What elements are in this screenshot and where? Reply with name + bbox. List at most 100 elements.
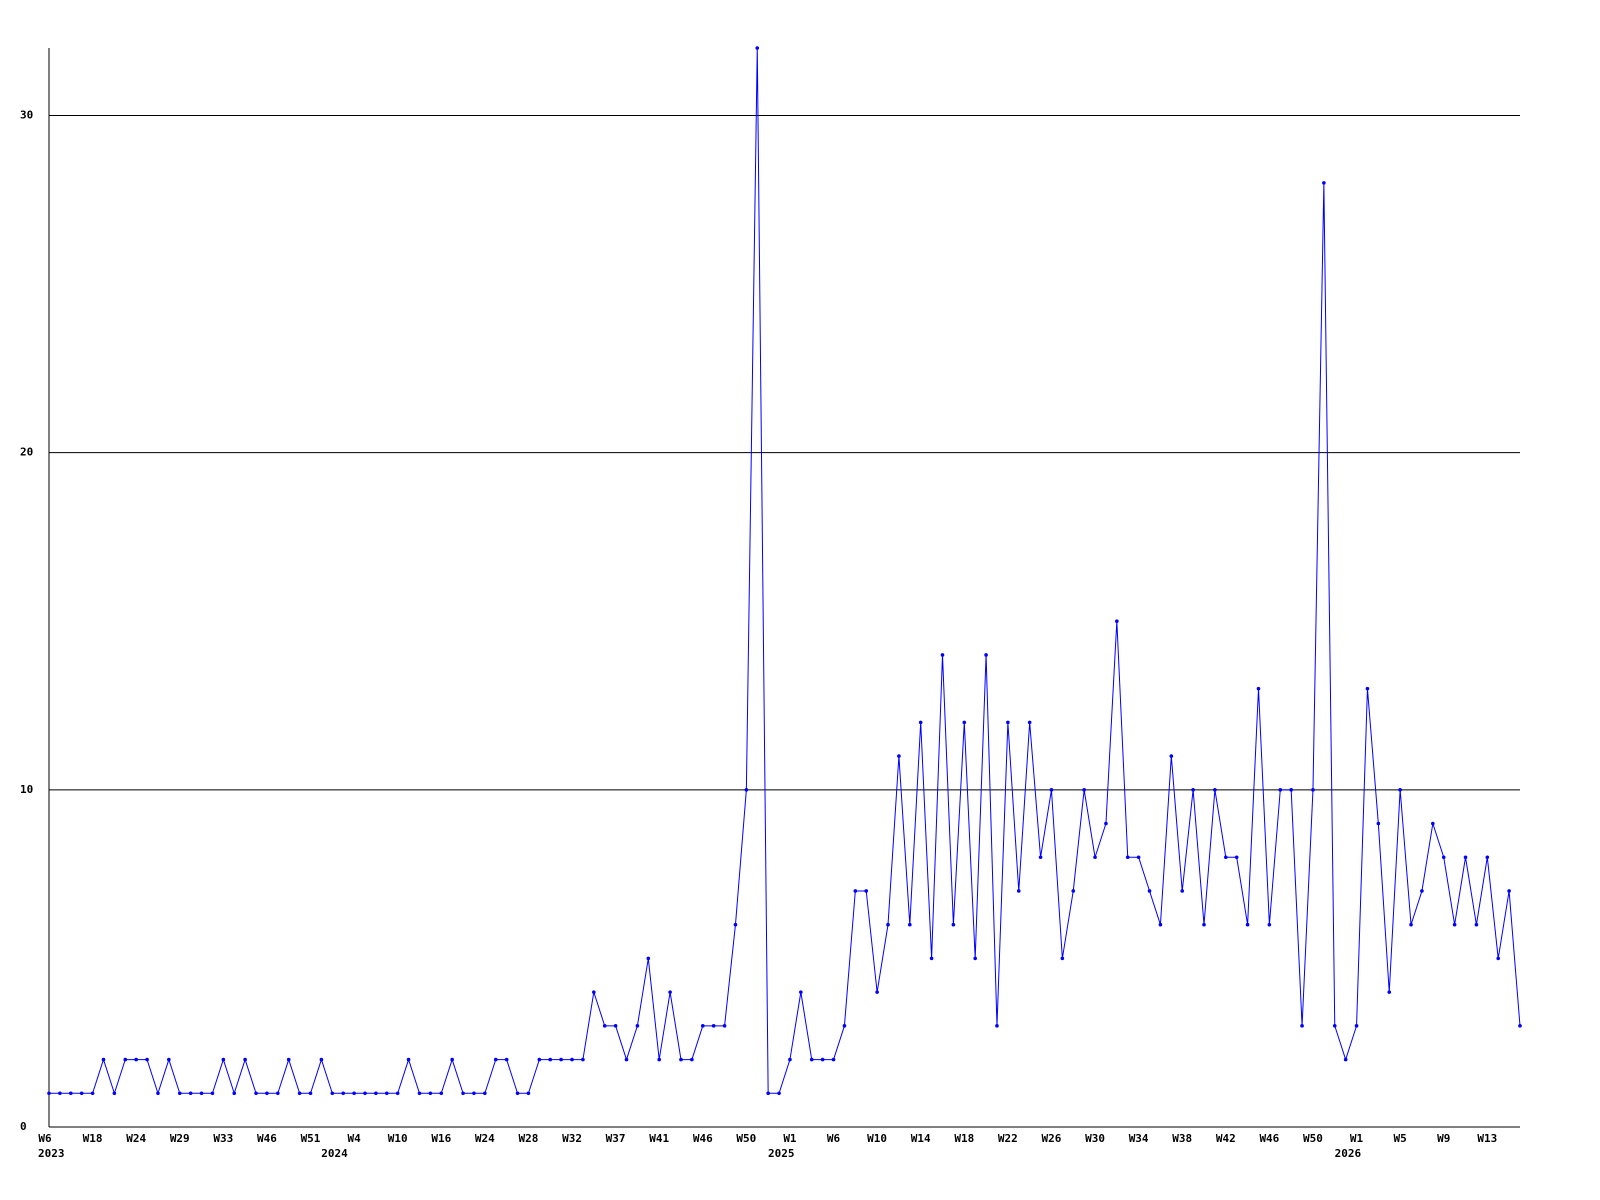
data-point [635,1024,640,1028]
x-tick-label: W1 [1350,1132,1364,1145]
data-point [1115,619,1119,624]
data-point [1409,922,1413,927]
x-tick-label: W42 [1216,1132,1236,1145]
data-point [286,1057,291,1062]
data-point [559,1057,563,1062]
data-point [439,1091,444,1096]
data-point [1082,788,1086,792]
data-point [1202,922,1206,927]
data-point [1027,720,1032,725]
data-point [243,1057,247,1062]
data-point [123,1057,128,1062]
data-point [188,1091,193,1096]
x-tick-label: W14 [911,1132,931,1145]
data-point [276,1091,280,1096]
data-point [1245,922,1250,927]
data-point [537,1057,542,1062]
x-tick-label: W26 [1042,1132,1062,1145]
data-point [1180,889,1185,893]
data-point [842,1024,847,1028]
data-point [1452,922,1457,927]
data-point [112,1091,117,1096]
x-tick-label: W24 [475,1132,495,1145]
data-point [1038,855,1043,860]
x-tick-label: W51 [301,1132,321,1145]
x-tick-label: W9 [1437,1132,1450,1145]
y-tick-label: 0 [20,1120,27,1133]
data-point [199,1091,204,1096]
data-point [341,1091,346,1096]
data-point [1431,821,1435,826]
data-point [319,1057,324,1062]
data-point [548,1057,553,1062]
data-point [777,1091,781,1096]
x-tick-label: W18 [83,1132,103,1145]
data-point [1507,889,1511,893]
data-point [646,956,651,961]
data-point [973,956,977,961]
data-point [788,1057,792,1062]
data-point [1311,788,1315,792]
data-point [1376,821,1381,826]
y-tick-label: 20 [20,446,33,459]
data-point [1518,1024,1522,1028]
data-point [483,1091,487,1096]
data-point [395,1091,400,1096]
data-point [940,653,945,657]
data-point [374,1091,378,1096]
x-tick-label: W50 [1303,1132,1323,1145]
data-point [254,1091,258,1096]
data-point [461,1091,465,1096]
data-point [47,1091,51,1096]
data-point [690,1057,694,1062]
data-point [1332,1024,1337,1028]
data-point [820,1057,825,1062]
data-point [515,1091,520,1096]
data-point [406,1057,411,1062]
data-point [766,1091,770,1096]
x-tick-label: W4 [347,1132,361,1145]
data-point [472,1091,476,1096]
data-point [308,1091,313,1096]
data-point [1006,720,1010,725]
data-point [221,1057,226,1062]
data-point [90,1091,95,1096]
x-tick-label: W41 [649,1132,669,1145]
data-point [1136,855,1141,860]
data-point [1278,788,1283,792]
data-point [809,1057,814,1062]
x-tick-label: W46 [693,1132,713,1145]
data-point [570,1057,574,1062]
data-point [1213,788,1217,792]
data-point [428,1091,433,1096]
x-tick-label: W6 [827,1132,841,1145]
data-point [1463,855,1468,860]
data-point [1147,889,1152,893]
data-point [962,720,967,725]
x-tick-label: W29 [170,1132,190,1145]
data-point [1343,1057,1348,1062]
x-tick-label: W32 [562,1132,582,1145]
data-point [799,990,803,994]
data-point [1474,922,1479,927]
x-tick-label: W46 [1259,1132,1279,1145]
data-point [744,788,749,792]
x-tick-label: W28 [518,1132,538,1145]
data-point [156,1091,160,1096]
data-point [101,1057,106,1062]
data-point [1191,788,1195,792]
data-point [232,1091,237,1096]
data-point [755,46,760,50]
data-point [679,1057,683,1062]
data-point [733,922,738,927]
data-point [1224,855,1228,860]
data-point [995,1024,999,1028]
data-point [1322,181,1326,185]
data-point [450,1057,454,1062]
data-point [1060,956,1065,961]
data-point [951,922,956,927]
data-point [504,1057,509,1062]
data-point [1016,889,1021,893]
x-tick-label: W46 [257,1132,277,1145]
